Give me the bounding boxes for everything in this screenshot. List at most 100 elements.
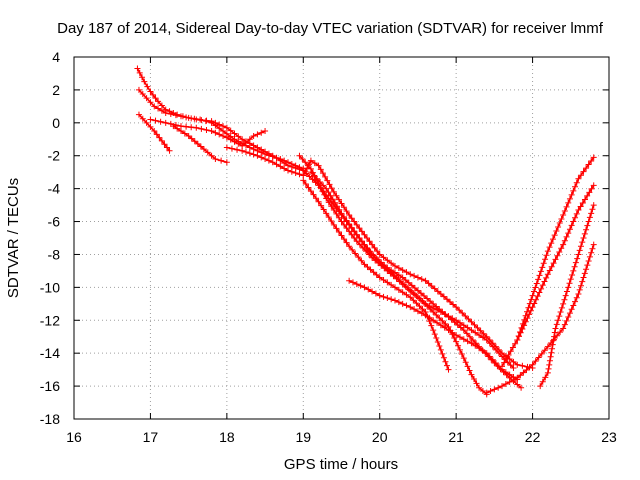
data-point	[239, 136, 246, 143]
plus-marker	[341, 236, 348, 243]
plus-marker	[405, 286, 412, 293]
y-tick-label: 4	[52, 49, 60, 65]
plus-marker	[577, 203, 584, 210]
plus-marker	[384, 295, 391, 302]
plus-marker	[548, 349, 555, 356]
plus-marker	[506, 371, 513, 378]
plus-marker	[363, 235, 370, 241]
plus-marker	[486, 337, 493, 344]
plus-marker	[328, 203, 335, 210]
plus-marker	[576, 247, 583, 254]
plus-marker	[457, 324, 464, 331]
plus-marker	[480, 330, 487, 337]
plus-marker	[561, 321, 568, 328]
data-point	[376, 274, 383, 281]
plus-marker	[525, 304, 532, 311]
data-point	[560, 241, 567, 248]
plus-marker	[343, 225, 350, 232]
plus-marker	[555, 317, 562, 324]
data-point	[361, 261, 368, 268]
plus-marker	[242, 139, 249, 146]
plus-marker	[353, 221, 360, 228]
plus-marker	[307, 188, 314, 195]
plus-marker	[335, 228, 342, 235]
data-point	[135, 86, 142, 93]
data-point	[560, 211, 567, 218]
plus-marker	[502, 369, 509, 376]
data-point	[361, 284, 368, 291]
data-point	[567, 276, 574, 283]
plus-marker	[539, 282, 546, 289]
plus-marker	[434, 288, 441, 295]
plus-marker	[434, 319, 441, 326]
plus-marker	[543, 252, 550, 259]
plus-marker	[408, 288, 415, 295]
plus-marker	[543, 274, 550, 281]
plus-marker	[448, 316, 455, 323]
plus-marker	[538, 350, 545, 357]
plus-marker	[388, 267, 395, 274]
plus-marker	[463, 330, 470, 337]
data-point	[422, 277, 429, 284]
plus-marker	[411, 285, 418, 292]
data-point	[518, 384, 525, 391]
plus-marker	[328, 217, 335, 224]
plus-marker	[348, 215, 355, 222]
data-point	[330, 188, 337, 195]
plus-marker	[384, 279, 391, 286]
plus-marker	[329, 196, 336, 203]
y-tick-label: -4	[48, 181, 61, 197]
plus-marker	[355, 254, 362, 261]
plus-marker	[556, 313, 563, 320]
plus-marker	[388, 281, 395, 288]
data-point	[510, 364, 517, 371]
y-tick-label: -2	[48, 148, 61, 164]
plus-marker	[577, 282, 584, 289]
plus-marker	[343, 239, 350, 246]
data-point	[162, 119, 169, 126]
plus-marker	[418, 276, 425, 283]
plus-marker	[246, 136, 253, 143]
plus-marker	[581, 230, 588, 237]
plus-marker	[539, 378, 546, 385]
plus-marker	[359, 244, 366, 251]
plus-marker	[588, 249, 595, 256]
plus-marker	[526, 300, 533, 307]
plus-marker	[220, 123, 227, 130]
plus-marker	[584, 262, 591, 269]
data-point	[392, 297, 398, 304]
plus-marker	[333, 192, 340, 199]
plus-marker	[395, 286, 402, 293]
plus-marker	[403, 291, 410, 298]
plus-marker	[470, 375, 477, 382]
plus-marker	[558, 215, 565, 222]
plus-marker	[353, 281, 360, 288]
plus-marker	[349, 279, 356, 286]
plus-marker	[573, 179, 580, 186]
data-point	[399, 274, 406, 281]
plus-marker	[281, 160, 288, 167]
series-track-13	[514, 154, 597, 344]
plus-marker	[464, 324, 471, 331]
plus-marker	[417, 297, 424, 304]
plus-marker	[577, 172, 584, 179]
x-tick-label: 20	[372, 429, 388, 445]
plus-marker	[431, 331, 438, 338]
data-point	[162, 109, 169, 116]
axis-ticks	[73, 56, 610, 420]
plus-marker	[471, 321, 478, 328]
plus-marker	[561, 237, 568, 244]
plus-marker	[155, 105, 162, 112]
data-point	[552, 325, 559, 332]
plus-marker	[469, 337, 476, 344]
plus-marker	[327, 192, 334, 199]
plus-marker	[234, 146, 241, 153]
plus-marker	[305, 184, 312, 191]
plus-marker	[281, 165, 288, 172]
plus-marker	[139, 91, 146, 98]
data-point	[407, 271, 414, 278]
data-point	[155, 98, 162, 105]
plus-marker	[374, 248, 381, 255]
data-point	[346, 277, 353, 284]
